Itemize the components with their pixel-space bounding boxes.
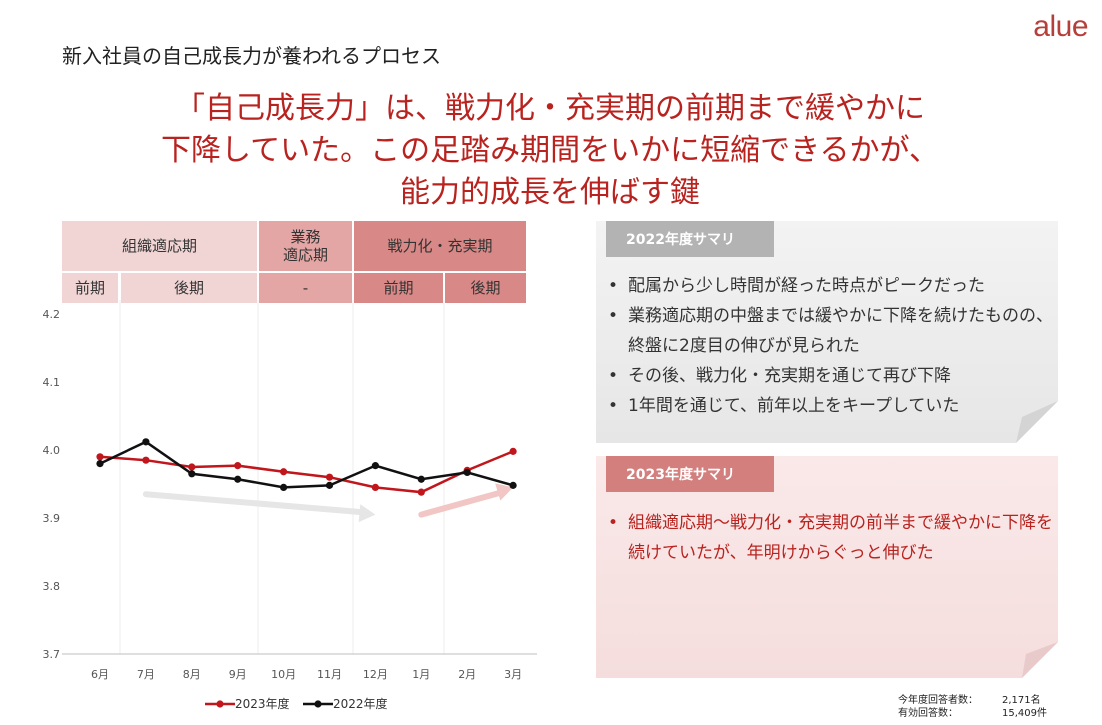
headline: 「自己成長力」は、戦力化・充実期の前期まで緩やかに 下降していた。この足踏み期間… [60,88,1040,214]
summary-2022-item: 業務適応期の中盤までは緩やかに下降を続けたものの、終盤に2度目の伸びが見られた [596,301,1058,361]
trend-arrow-head [495,483,514,501]
valid-answer-value: 15,409件 [1002,708,1047,719]
x-tick-label: 7月 [137,668,155,681]
y-tick-label: 4.2 [43,308,61,321]
y-tick-label: 3.9 [43,512,61,525]
phase-sub-koki-1: 後期 [121,273,257,303]
y-tick-label: 3.7 [43,648,61,661]
headline-line-2: 下降していた。この足踏み期間をいかに短縮できるかが、 [161,133,939,168]
series-line-2022年度 [99,440,514,489]
data-point-2022年度 [188,470,196,478]
data-point-2023年度 [142,456,150,464]
data-point-2023年度 [234,462,242,470]
summary-2023-title: 2023年度サマリ [606,456,774,492]
phase-sub-zenki-1: 前期 [62,273,118,303]
phase-sub-zenki-2: 前期 [354,273,443,303]
data-point-2022年度 [509,481,517,489]
x-tick-label: 1月 [412,668,430,681]
data-point-2023年度 [96,453,104,461]
y-tick-label: 4.1 [43,376,61,389]
x-tick-label: 6月 [91,668,109,681]
data-point-2022年度 [417,475,425,483]
respondent-count-label: 今年度回答者数： [898,695,978,706]
summary-2023-item: 組織適応期～戦力化・充実期の前半まで緩やかに下降を続けていたが、年明けからぐっと… [596,508,1058,568]
phase-sub-koki-2: 後期 [445,273,526,303]
data-point-2023年度 [188,463,196,471]
legend-label: 2022年度 [333,696,388,711]
x-tick-label: 9月 [229,668,247,681]
legend-label: 2023年度 [235,696,290,711]
summary-2022-item: 配属から少し時間が経った時点がピークだった [596,271,1058,301]
respondent-count-value: 2,171名 [1002,695,1041,706]
data-point-2023年度 [417,488,425,496]
data-point-2023年度 [325,473,334,481]
data-point-2023年度 [280,468,288,476]
x-tick-label: 3月 [504,668,522,681]
phase-gyomu: 業務 適応期 [259,221,352,271]
summary-2022-list: 配属から少し時間が経った時点がピークだった 業務適応期の中盤までは緩やかに下降を… [596,271,1058,421]
series-line-2023年度 [99,450,514,494]
headline-line-3: 能力的成長を伸ばす鍵 [400,175,700,210]
summary-2023-list: 組織適応期～戦力化・充実期の前半まで緩やかに下降を続けていたが、年明けからぐっと… [596,508,1058,568]
x-tick-label: 11月 [317,668,342,681]
footnote-labels: 今年度回答者数： 有効回答数： [898,694,978,720]
data-point-2022年度 [371,462,379,470]
y-tick-label: 4.0 [43,444,61,457]
y-tick-label: 3.8 [43,580,61,593]
phase-soshiki: 組織適応期 [62,221,257,271]
headline-line-1: 「自己成長力」は、戦力化・充実期の前期まで緩やかに [175,91,925,126]
data-point-2022年度 [463,468,471,477]
data-point-2023年度 [371,483,379,491]
x-tick-label: 2月 [458,668,476,681]
x-tick-label: 8月 [183,668,201,681]
summary-2022-title: 2022年度サマリ [606,221,774,257]
data-point-2022年度 [96,460,104,468]
page-title: 新入社員の自己成長力が養われるプロセス [62,44,441,68]
summary-2022-card: 2022年度サマリ 配属から少し時間が経った時点がピークだった 業務適応期の中盤… [596,221,1058,443]
trend-arrow-head [358,504,376,523]
summary-2022-item: 1年間を通じて、前年以上をキープしていた [596,391,1058,421]
phase-senryoku: 戦力化・充実期 [354,221,526,271]
data-point-2022年度 [280,483,288,491]
x-tick-label: 12月 [363,668,388,681]
alue-logo: alue [1033,10,1088,43]
summary-2023-card: 2023年度サマリ 組織適応期～戦力化・充実期の前半まで緩やかに下降を続けていた… [596,456,1058,678]
data-point-2022年度 [234,475,242,483]
trend-arrow-shaft [418,488,509,518]
legend-swatch-marker [314,700,322,708]
data-point-2022年度 [325,481,334,489]
summary-2022-item: その後、戦力化・充実期を通じて再び下降 [596,361,1058,391]
legend-swatch-marker [216,700,224,708]
phase-sub-dash: - [259,273,352,303]
data-point-2022年度 [142,438,150,446]
footnote-values: 2,171名 15,409件 [1002,694,1047,720]
valid-answer-label: 有効回答数： [898,708,958,719]
line-chart: 4.2 4.1 4.0 3.9 3.8 3.7 6月 7月 8月 9月 10月 11月 12月 1月 2月 3… [43,300,537,711]
trend-arrow-shaft [142,491,371,516]
data-point-2023年度 [509,447,517,455]
x-tick-label: 10月 [271,668,296,681]
phase-gyomu-line2: 適応期 [282,246,328,264]
phase-gyomu-line1: 業務 [290,228,321,246]
